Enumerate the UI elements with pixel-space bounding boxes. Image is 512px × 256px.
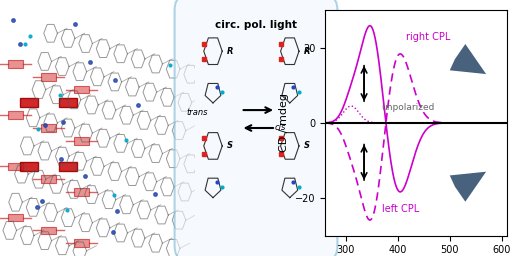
Text: S: S — [304, 141, 310, 151]
Text: cis: cis — [274, 123, 286, 133]
Polygon shape — [41, 175, 56, 183]
Polygon shape — [8, 163, 24, 170]
Polygon shape — [41, 124, 56, 132]
Text: unpolarized: unpolarized — [381, 103, 435, 112]
Text: R: R — [227, 47, 233, 56]
Polygon shape — [450, 172, 486, 202]
Polygon shape — [74, 239, 90, 247]
Text: R: R — [304, 47, 310, 56]
Polygon shape — [74, 188, 90, 196]
FancyBboxPatch shape — [175, 0, 337, 256]
Text: S: S — [227, 141, 233, 151]
Polygon shape — [450, 44, 486, 74]
Polygon shape — [20, 98, 38, 107]
Polygon shape — [20, 162, 38, 171]
Polygon shape — [74, 86, 90, 93]
Polygon shape — [59, 162, 77, 171]
Text: circ. pol. light: circ. pol. light — [215, 20, 297, 30]
Polygon shape — [8, 214, 24, 221]
Y-axis label: CD / mdeg: CD / mdeg — [280, 93, 289, 152]
Polygon shape — [41, 227, 56, 234]
Polygon shape — [59, 98, 77, 107]
Polygon shape — [8, 60, 24, 68]
Text: right CPL: right CPL — [406, 31, 450, 41]
Polygon shape — [41, 73, 56, 81]
Text: trans: trans — [187, 108, 208, 117]
Polygon shape — [8, 111, 24, 119]
Text: left CPL: left CPL — [382, 204, 419, 214]
Polygon shape — [74, 137, 90, 145]
